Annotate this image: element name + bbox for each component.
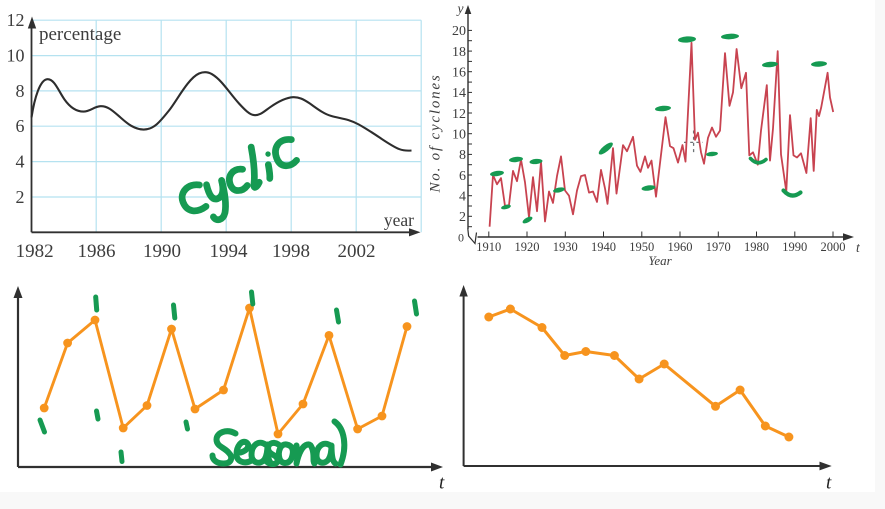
svg-text:1998: 1998 xyxy=(272,241,310,262)
svg-text:2: 2 xyxy=(16,187,25,207)
svg-text:1940: 1940 xyxy=(591,240,616,254)
svg-text:8: 8 xyxy=(16,81,25,101)
svg-text:1950: 1950 xyxy=(629,240,654,254)
svg-text:6: 6 xyxy=(16,116,25,136)
svg-text:2: 2 xyxy=(459,210,466,225)
svg-text:2002: 2002 xyxy=(338,241,376,262)
svg-text:16: 16 xyxy=(452,66,466,81)
svg-text:18: 18 xyxy=(452,45,466,60)
svg-text:1930: 1930 xyxy=(553,240,578,254)
svg-text:No. of cyclones: No. of cyclones xyxy=(428,73,444,193)
svg-text:t: t xyxy=(439,473,445,494)
svg-text:1910: 1910 xyxy=(476,240,501,254)
svg-text:1960: 1960 xyxy=(668,240,693,254)
svg-text:1970: 1970 xyxy=(706,240,731,254)
svg-text:1920: 1920 xyxy=(515,240,540,254)
svg-text:Year: Year xyxy=(648,253,672,268)
svg-text:t: t xyxy=(856,240,861,255)
svg-text:14: 14 xyxy=(452,86,466,101)
svg-text:0: 0 xyxy=(458,231,464,245)
svg-text:6: 6 xyxy=(459,169,466,184)
svg-text:t: t xyxy=(826,473,832,494)
svg-text:10: 10 xyxy=(452,128,466,143)
svg-text:1990: 1990 xyxy=(782,240,807,254)
svg-text:percentage: percentage xyxy=(39,24,121,45)
svg-text:1982: 1982 xyxy=(16,241,54,262)
svg-text:1986: 1986 xyxy=(78,241,116,262)
svg-text:12: 12 xyxy=(452,107,466,122)
svg-text:year: year xyxy=(384,210,414,230)
svg-text:4: 4 xyxy=(16,152,25,172)
svg-text:1980: 1980 xyxy=(744,240,769,254)
svg-text:20: 20 xyxy=(452,24,466,39)
svg-text:4: 4 xyxy=(459,190,466,205)
svg-text:12: 12 xyxy=(7,10,25,30)
svg-text:8: 8 xyxy=(459,148,466,163)
svg-text:10: 10 xyxy=(7,46,25,66)
svg-text:1990: 1990 xyxy=(143,241,181,262)
svg-text:y: y xyxy=(456,1,464,16)
svg-text:1994: 1994 xyxy=(210,241,249,262)
svg-text:2000: 2000 xyxy=(821,240,846,254)
